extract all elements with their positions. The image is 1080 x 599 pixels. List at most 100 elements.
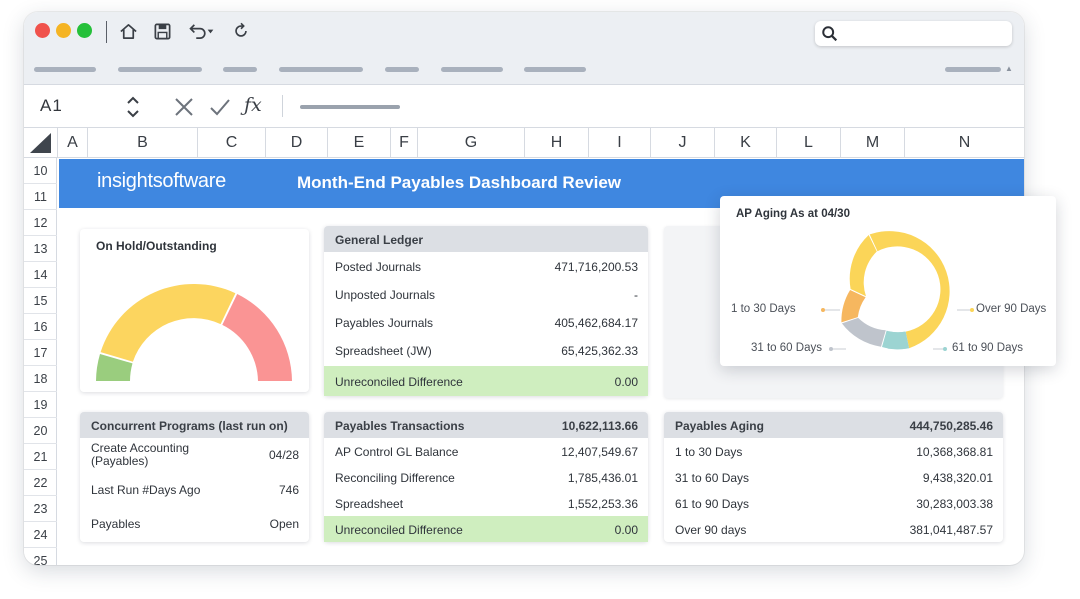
row-label: 61 to 90 Days <box>675 497 750 511</box>
table-row: Posted Journals 471,716,200.53 <box>324 253 648 279</box>
ribbon-tab-4[interactable] <box>279 67 363 72</box>
column-header-k[interactable]: K <box>714 128 776 158</box>
row-label: Unposted Journals <box>335 288 436 302</box>
table-row: AP Control GL Balance 12,407,549.67 <box>324 438 648 464</box>
ap-aging-chart-title: AP Aging As at 04/30 <box>736 208 850 220</box>
column-header-l[interactable]: L <box>776 128 840 158</box>
row-label-line: Create Accounting <box>91 441 190 455</box>
column-header-g[interactable]: G <box>417 128 524 158</box>
row-value: 04/28 <box>268 448 299 462</box>
row-header-11[interactable]: 11 <box>24 184 57 210</box>
column-header-f[interactable]: F <box>390 128 417 158</box>
row-header-18[interactable]: 18 <box>24 366 57 392</box>
row-header-15[interactable]: 15 <box>24 288 57 314</box>
row-label-line: (Payables) <box>91 454 149 468</box>
column-header-a[interactable]: A <box>57 128 87 158</box>
general-ledger-title: General Ledger <box>335 233 424 247</box>
row-header-20[interactable]: 20 <box>24 418 57 444</box>
row-label: Reconciling Difference <box>335 471 455 485</box>
column-header-i[interactable]: I <box>588 128 650 158</box>
table-row: Unposted Journals - <box>324 281 648 307</box>
row-header-25[interactable]: 25 <box>24 548 57 565</box>
row-value: 65,425,362.33 <box>561 344 638 358</box>
row-header-14[interactable]: 14 <box>24 262 57 288</box>
row-header-24[interactable]: 24 <box>24 522 57 548</box>
row-header-17[interactable]: 17 <box>24 340 57 366</box>
maximize-window-button[interactable] <box>77 23 92 38</box>
formula-bar: A1 ƒx <box>24 84 1024 128</box>
donut-slice-61-to-90-days-b <box>882 330 910 350</box>
save-icon[interactable] <box>151 18 173 44</box>
row-header-22[interactable]: 22 <box>24 470 57 496</box>
donut-slice-1-to-30-days <box>841 290 866 323</box>
ribbon-tab-8[interactable] <box>945 67 1001 72</box>
on-hold-title: On Hold/Outstanding <box>96 239 217 253</box>
row-header-23[interactable]: 23 <box>24 496 57 522</box>
formula-input[interactable] <box>300 105 400 109</box>
donut-slice-over-90-days <box>869 231 950 349</box>
column-header-n[interactable]: N <box>904 128 1024 158</box>
row-value: 746 <box>278 483 299 497</box>
row-header-10[interactable]: 10 <box>24 158 57 184</box>
donut-slice-yellow-left <box>849 235 877 297</box>
collapse-ribbon-icon[interactable]: ▲ <box>1005 64 1013 73</box>
row-label: Payables Journals <box>335 316 434 330</box>
cell-stepper-icon[interactable] <box>126 95 140 124</box>
row-value: 12,407,549.67 <box>561 445 638 459</box>
column-header-m[interactable]: M <box>840 128 904 158</box>
payables-aging-title: Payables Aging <box>675 419 764 433</box>
close-window-button[interactable] <box>35 23 50 38</box>
insightsoftware-logo: insightsoftware <box>97 170 226 192</box>
leader-dot-over-90 <box>970 308 974 312</box>
row-header-16[interactable]: 16 <box>24 314 57 340</box>
table-row: Payables Journals 405,462,684.17 <box>324 309 648 335</box>
table-row: Over 90 days 381,041,487.57 <box>664 516 1003 542</box>
row-label: Over 90 days <box>675 523 747 537</box>
label-1-to-30-days: 1 to 30 Days <box>731 303 796 315</box>
search-input[interactable] <box>815 21 1012 46</box>
row-value: 471,716,200.53 <box>554 260 638 274</box>
function-icon[interactable]: ƒx <box>244 94 262 116</box>
table-row: Create Accounting (Payables) 04/28 <box>80 440 309 474</box>
column-header-b[interactable]: B <box>87 128 197 158</box>
row-header-21[interactable]: 21 <box>24 444 57 470</box>
row-value: 405,462,684.17 <box>554 316 638 330</box>
row-label: Unreconciled Difference <box>335 523 463 537</box>
ribbon-tab-6[interactable] <box>441 67 503 72</box>
column-header-h[interactable]: H <box>524 128 588 158</box>
ribbon-tab-5[interactable] <box>385 67 419 72</box>
general-ledger-header: General Ledger <box>324 226 648 252</box>
row-value: 1,785,436.01 <box>567 471 638 485</box>
ribbon-tab-7[interactable] <box>524 67 586 72</box>
column-header-e[interactable]: E <box>327 128 390 158</box>
on-hold-gauge <box>96 283 292 381</box>
unreconciled-row: Unreconciled Difference 0.00 <box>324 516 648 542</box>
concurrent-programs-header: Concurrent Programs (last run on) <box>80 412 309 438</box>
refresh-icon[interactable] <box>230 18 252 44</box>
ribbon-tab-3[interactable] <box>223 67 257 72</box>
home-icon[interactable] <box>117 18 139 44</box>
row-value: 1,552,253.36 <box>567 497 638 511</box>
row-label: Payables <box>91 517 141 531</box>
ribbon-tab-1[interactable] <box>34 67 96 72</box>
ribbon-tab-2[interactable] <box>118 67 202 72</box>
row-value: 381,041,487.57 <box>909 523 993 537</box>
row-header-19[interactable]: 19 <box>24 392 57 418</box>
cell-reference[interactable]: A1 <box>40 96 63 115</box>
table-row: Spreadsheet 1,552,253.36 <box>324 490 648 516</box>
payables-transactions-card: Payables Transactions 10,622,113.66 AP C… <box>324 412 648 542</box>
table-row: Payables Open <box>80 510 309 536</box>
cancel-icon[interactable] <box>173 96 195 123</box>
confirm-icon[interactable] <box>209 96 231 123</box>
concurrent-programs-title: Concurrent Programs (last run on) <box>91 419 288 433</box>
row-header-13[interactable]: 13 <box>24 236 57 262</box>
undo-icon[interactable] <box>185 18 217 44</box>
select-all-corner[interactable] <box>24 128 57 158</box>
minimize-window-button[interactable] <box>56 23 71 38</box>
row-header-12[interactable]: 12 <box>24 210 57 236</box>
ap-aging-chart-card: AP Aging As at 04/30 1 to 30 Days 31 to … <box>720 196 1056 366</box>
column-header-j[interactable]: J <box>650 128 714 158</box>
column-header-c[interactable]: C <box>197 128 265 158</box>
column-header-d[interactable]: D <box>265 128 327 158</box>
payables-aging-total: 444,750,285.46 <box>909 419 993 433</box>
